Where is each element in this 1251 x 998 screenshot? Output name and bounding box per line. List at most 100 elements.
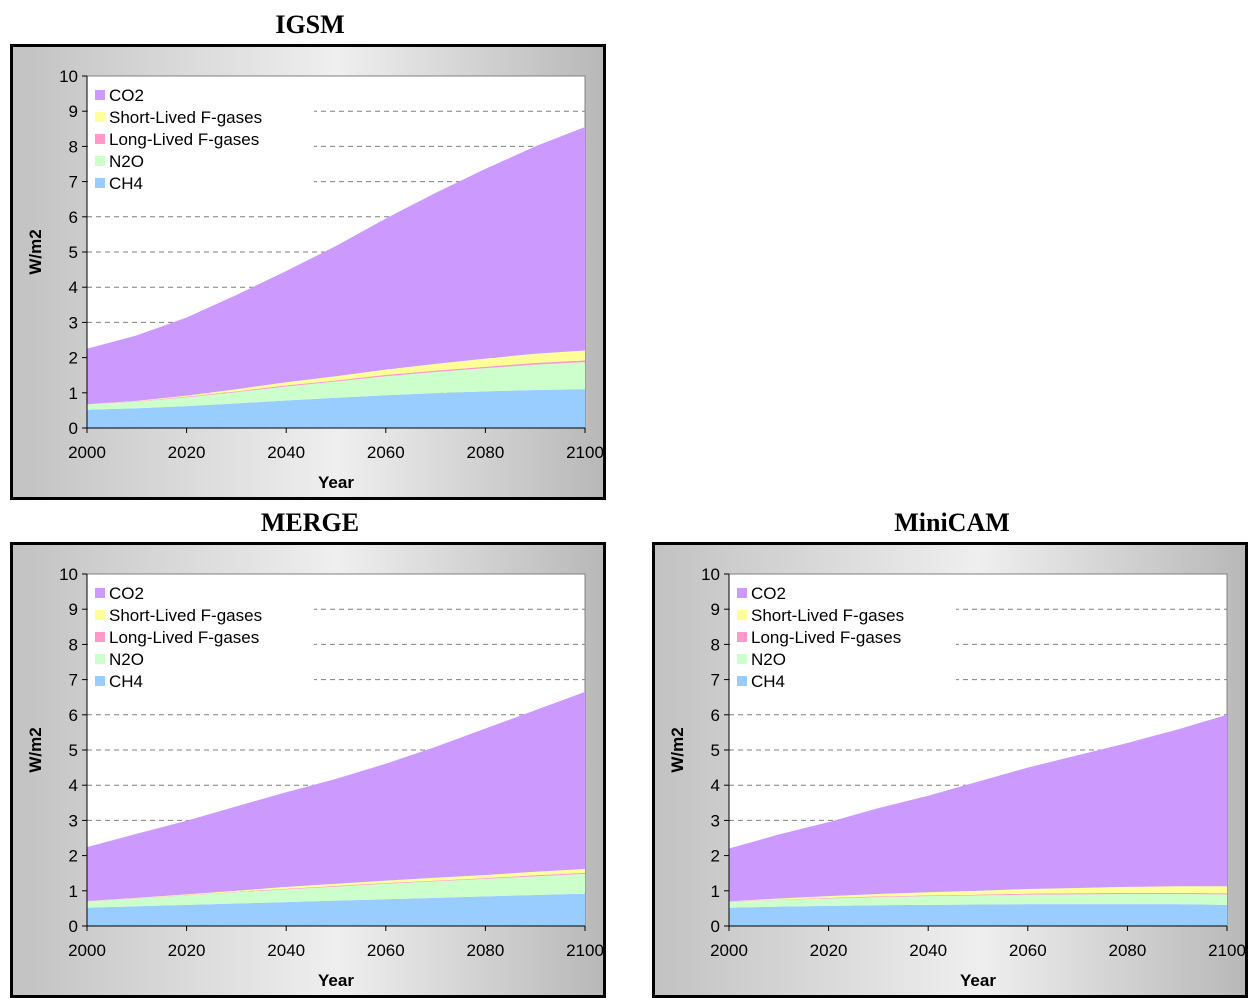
y-tick-label: 8 (711, 635, 720, 654)
y-tick-label: 3 (69, 811, 78, 830)
y-tick-label: 2 (69, 349, 78, 368)
x-tick-label: 2100 (1208, 941, 1245, 960)
y-tick-label: 3 (69, 313, 78, 332)
legend-swatch (737, 654, 747, 664)
x-tick-label: 2000 (68, 443, 106, 462)
x-tick-label: 2020 (810, 941, 848, 960)
x-tick-label: 2020 (168, 443, 206, 462)
x-tick-label: 2000 (68, 941, 106, 960)
legend-box (88, 77, 314, 195)
y-tick-label: 4 (69, 776, 78, 795)
legend-swatch (95, 156, 105, 166)
y-axis-label: W/m2 (26, 727, 45, 772)
x-tick-label: 2000 (710, 941, 748, 960)
legend-label: CO2 (109, 86, 144, 105)
y-tick-label: 8 (69, 635, 78, 654)
legend-label: Long-Lived F-gases (109, 628, 259, 647)
area-ch4 (87, 389, 585, 428)
y-tick-label: 8 (69, 137, 78, 156)
area-co2 (729, 714, 1227, 902)
legend-label: N2O (751, 650, 786, 669)
x-tick-label: 2040 (267, 941, 305, 960)
area-n2o (87, 362, 585, 410)
y-tick-label: 2 (711, 847, 720, 866)
legend-swatch (95, 90, 105, 100)
area-chart: CO2 Short-Lived F-gases Long-Lived F-gases… (26, 67, 603, 492)
legend-swatch (95, 632, 105, 642)
legend-swatch (737, 610, 747, 620)
legend-swatch (95, 112, 105, 122)
y-tick-label: 5 (711, 741, 720, 760)
y-tick-label: 1 (711, 882, 720, 901)
chart-frame: CO2 Short-Lived F-gases Long-Lived F-gases… (10, 44, 606, 500)
y-tick-label: 5 (69, 243, 78, 262)
y-tick-label: 7 (711, 671, 720, 690)
y-tick-label: 10 (59, 67, 78, 86)
y-tick-label: 4 (711, 776, 720, 795)
y-axis-label: W/m2 (26, 229, 45, 274)
x-tick-label: 2060 (367, 941, 405, 960)
x-axis-label: Year (318, 473, 354, 492)
legend-label: Short-Lived F-gases (109, 606, 262, 625)
area-chart: CO2 Short-Lived F-gases Long-Lived F-gases… (668, 565, 1245, 990)
y-tick-label: 0 (711, 917, 720, 936)
legend-swatch (95, 654, 105, 664)
y-tick-label: 9 (69, 600, 78, 619)
area-ch4 (87, 893, 585, 926)
x-tick-label: 2040 (267, 443, 305, 462)
y-tick-label: 7 (69, 671, 78, 690)
legend-label: CO2 (109, 584, 144, 603)
x-tick-label: 2040 (909, 941, 947, 960)
legend-box (88, 575, 314, 693)
x-axis-label: Year (960, 971, 996, 990)
area-short-lived-f-gases (87, 350, 585, 405)
y-tick-label: 9 (711, 600, 720, 619)
legend-label: CH4 (109, 174, 143, 193)
legend-label: Long-Lived F-gases (751, 628, 901, 647)
area-short-lived-f-gases (87, 868, 585, 902)
y-tick-label: 7 (69, 173, 78, 192)
legend-swatch (737, 632, 747, 642)
chart-title: MERGE (260, 508, 360, 537)
area-co2 (87, 127, 585, 405)
area-n2o (87, 873, 585, 908)
y-tick-label: 0 (69, 917, 78, 936)
y-tick-label: 10 (701, 565, 720, 584)
legend-swatch (95, 178, 105, 188)
legend-label: N2O (109, 152, 144, 171)
y-tick-label: 1 (69, 384, 78, 403)
legend-swatch (737, 588, 747, 598)
y-axis-label: W/m2 (668, 727, 687, 772)
legend-label: Short-Lived F-gases (751, 606, 904, 625)
y-tick-label: 5 (69, 741, 78, 760)
x-tick-label: 2080 (466, 443, 504, 462)
legend-swatch (95, 134, 105, 144)
chart-frame: CO2 Short-Lived F-gases Long-Lived F-gases… (10, 542, 606, 998)
y-tick-label: 3 (711, 811, 720, 830)
area-chart: CO2 Short-Lived F-gases Long-Lived F-gases… (26, 565, 603, 990)
area-n2o (729, 893, 1227, 908)
x-tick-label: 2080 (1108, 941, 1146, 960)
y-tick-label: 6 (711, 706, 720, 725)
y-tick-label: 10 (59, 565, 78, 584)
x-tick-label: 2060 (1009, 941, 1047, 960)
area-co2 (87, 691, 585, 902)
y-tick-label: 6 (69, 706, 78, 725)
x-tick-label: 2080 (466, 941, 504, 960)
x-tick-label: 2100 (566, 941, 603, 960)
y-tick-label: 9 (69, 102, 78, 121)
legend-label: CO2 (751, 584, 786, 603)
x-tick-label: 2060 (367, 443, 405, 462)
y-tick-label: 6 (69, 208, 78, 227)
chart-title: MiniCAM (894, 508, 1010, 537)
legend-box (730, 575, 956, 693)
legend-label: CH4 (109, 672, 143, 691)
y-tick-label: 4 (69, 278, 78, 297)
legend-swatch (95, 588, 105, 598)
legend-label: Long-Lived F-gases (109, 130, 259, 149)
y-tick-label: 0 (69, 419, 78, 438)
legend-label: CH4 (751, 672, 785, 691)
area-ch4 (729, 904, 1227, 926)
chart-frame: CO2 Short-Lived F-gases Long-Lived F-gases… (652, 542, 1248, 998)
chart-title: IGSM (275, 10, 345, 39)
